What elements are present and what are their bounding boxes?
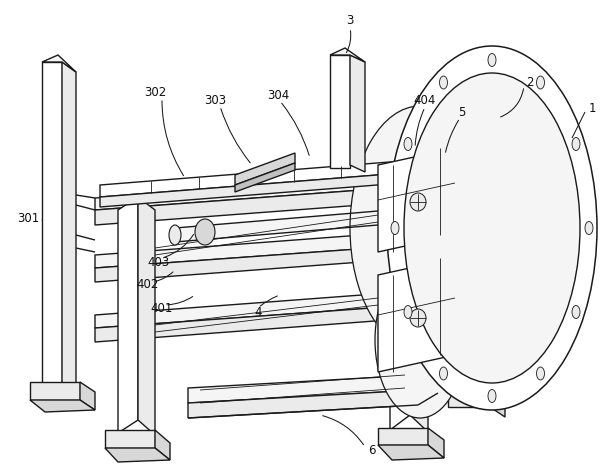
Ellipse shape — [387, 46, 597, 410]
Ellipse shape — [440, 367, 448, 380]
Text: 6: 6 — [368, 444, 376, 456]
Text: 2: 2 — [526, 76, 533, 88]
Polygon shape — [175, 210, 390, 242]
Ellipse shape — [440, 76, 448, 89]
Polygon shape — [188, 375, 418, 403]
Polygon shape — [235, 163, 295, 192]
Ellipse shape — [410, 309, 426, 327]
Polygon shape — [490, 390, 505, 417]
Text: 302: 302 — [144, 86, 166, 99]
Ellipse shape — [350, 106, 490, 350]
Ellipse shape — [410, 193, 426, 211]
Polygon shape — [455, 155, 475, 395]
Ellipse shape — [404, 73, 580, 383]
Text: 402: 402 — [137, 279, 159, 291]
Polygon shape — [448, 390, 490, 407]
Polygon shape — [235, 153, 295, 185]
Polygon shape — [95, 228, 455, 268]
Polygon shape — [80, 382, 95, 410]
Ellipse shape — [169, 225, 181, 245]
Polygon shape — [378, 445, 444, 460]
Text: 303: 303 — [204, 94, 226, 107]
Polygon shape — [105, 448, 170, 462]
Ellipse shape — [572, 306, 580, 319]
Polygon shape — [410, 185, 428, 432]
Polygon shape — [30, 382, 80, 400]
Ellipse shape — [572, 138, 580, 150]
Ellipse shape — [410, 323, 430, 357]
Polygon shape — [330, 55, 350, 168]
Polygon shape — [100, 158, 440, 197]
Polygon shape — [42, 55, 76, 72]
Polygon shape — [378, 428, 428, 445]
Polygon shape — [95, 288, 455, 328]
Polygon shape — [428, 428, 444, 458]
Polygon shape — [30, 400, 95, 412]
Ellipse shape — [375, 262, 465, 418]
Text: 5: 5 — [459, 105, 466, 118]
Polygon shape — [390, 185, 410, 430]
Polygon shape — [118, 197, 138, 433]
Polygon shape — [62, 62, 76, 392]
Ellipse shape — [537, 76, 544, 89]
Ellipse shape — [195, 219, 215, 245]
Polygon shape — [138, 197, 155, 435]
Text: 3: 3 — [347, 14, 354, 26]
Polygon shape — [418, 378, 438, 405]
Polygon shape — [95, 183, 455, 225]
Text: 4: 4 — [254, 306, 262, 319]
Text: 301: 301 — [17, 212, 39, 225]
Text: 1: 1 — [588, 102, 596, 115]
Polygon shape — [95, 242, 455, 282]
Polygon shape — [105, 430, 155, 448]
Polygon shape — [42, 62, 62, 385]
Ellipse shape — [404, 306, 412, 319]
Polygon shape — [350, 55, 365, 172]
Polygon shape — [95, 302, 455, 342]
Ellipse shape — [488, 54, 496, 66]
Text: 304: 304 — [267, 88, 289, 102]
Text: 404: 404 — [414, 94, 436, 107]
Ellipse shape — [537, 367, 544, 380]
Ellipse shape — [391, 221, 399, 235]
Ellipse shape — [406, 205, 434, 251]
Polygon shape — [100, 170, 440, 207]
Polygon shape — [475, 155, 490, 390]
Ellipse shape — [488, 390, 496, 402]
Polygon shape — [378, 258, 455, 372]
Polygon shape — [188, 390, 418, 418]
Polygon shape — [378, 148, 455, 252]
Polygon shape — [330, 48, 365, 62]
Ellipse shape — [404, 138, 412, 150]
Text: 401: 401 — [151, 301, 173, 314]
Polygon shape — [95, 170, 455, 210]
Text: 403: 403 — [147, 256, 169, 268]
Polygon shape — [155, 430, 170, 460]
Ellipse shape — [585, 221, 593, 235]
